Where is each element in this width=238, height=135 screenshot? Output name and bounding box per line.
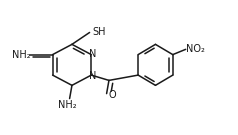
Text: N: N (89, 71, 96, 81)
Text: SH: SH (92, 27, 106, 37)
Text: NH₂: NH₂ (11, 50, 30, 60)
Text: N: N (89, 49, 96, 59)
Text: NO₂: NO₂ (186, 44, 204, 54)
Text: O: O (109, 90, 116, 100)
Text: NH₂: NH₂ (58, 100, 77, 110)
